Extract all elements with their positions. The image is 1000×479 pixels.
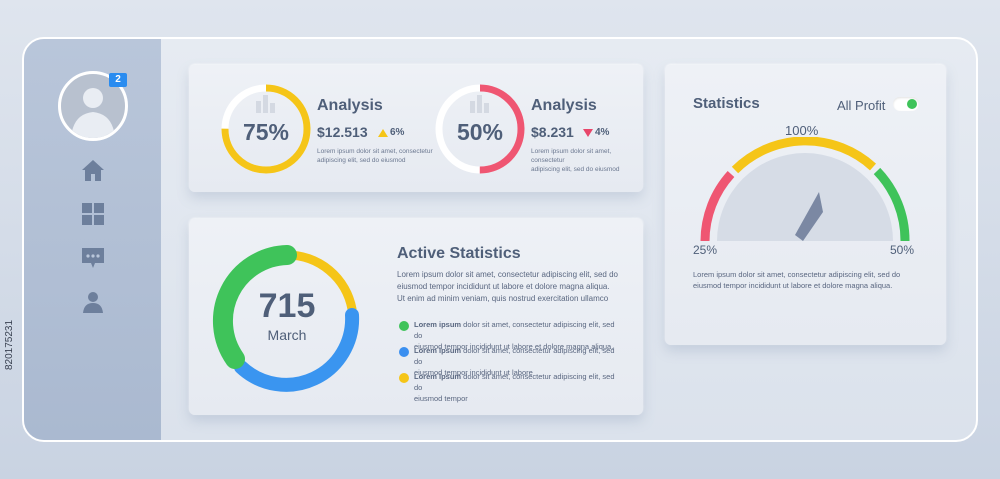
trend-up-icon bbox=[378, 129, 388, 137]
active-statistics-label: March bbox=[267, 327, 307, 343]
trend-down-icon bbox=[583, 129, 593, 137]
active-statistics-value: 715 bbox=[258, 287, 316, 325]
all-profit-toggle[interactable] bbox=[893, 97, 919, 111]
analysis-amount-1: $12.513 bbox=[317, 124, 368, 140]
legend-dot-yellow bbox=[399, 373, 409, 383]
stock-id: 820175231 bbox=[4, 319, 15, 370]
legend-item-1: Lorem ipsum dolor sit amet, consectetur … bbox=[414, 320, 615, 351]
legend-item-3: Lorem ipsum dolor sit amet, consectetur … bbox=[414, 372, 615, 403]
profit-gauge bbox=[700, 137, 910, 242]
statistics-desc: Lorem ipsum dolor sit amet, consectetur … bbox=[693, 270, 901, 290]
active-statistics-card: 715 March Active Statistics Lorem ipsum … bbox=[189, 219, 643, 415]
analysis-card: 75% Analysis $12.513 6% Lorem ipsum dolo… bbox=[189, 65, 643, 192]
dashboard-window: 2 75% Analysi bbox=[22, 37, 978, 442]
analysis-title-2: Analysis bbox=[531, 97, 597, 114]
gauge-left-label: 25% bbox=[693, 243, 718, 257]
analysis-donut-1 bbox=[221, 84, 311, 174]
sidebar: 2 bbox=[24, 39, 161, 440]
user-icon[interactable] bbox=[80, 289, 106, 315]
analysis-percent-2: 50% bbox=[456, 119, 504, 145]
statistics-title: Statistics bbox=[693, 95, 760, 112]
analysis-amount-2: $8.231 bbox=[531, 124, 574, 140]
analysis-donut-2 bbox=[435, 84, 525, 174]
active-statistics-paragraph: Lorem ipsum dolor sit amet, consectetur … bbox=[397, 270, 618, 303]
analysis-desc-1: Lorem ipsum dolor sit amet, consectetur … bbox=[317, 148, 433, 164]
all-profit-label: All Profit bbox=[837, 98, 886, 113]
user-silhouette-icon bbox=[71, 88, 115, 138]
legend-dot-blue bbox=[399, 347, 409, 357]
active-statistics-donut bbox=[212, 245, 360, 392]
legend-item-2: Lorem ipsum dolor sit amet, consectetur … bbox=[414, 346, 615, 377]
chat-icon[interactable] bbox=[80, 245, 106, 271]
analysis-title-1: Analysis bbox=[317, 97, 383, 114]
grid-icon[interactable] bbox=[80, 201, 106, 227]
analysis-desc-2: Lorem ipsum dolor sit amet, consectetur … bbox=[531, 148, 620, 173]
notification-badge[interactable]: 2 bbox=[109, 73, 127, 87]
legend-dot-green bbox=[399, 321, 409, 331]
gauge-right-label: 50% bbox=[890, 243, 915, 257]
statistics-card: Statistics All Profit 100% 25% 50% Lorem… bbox=[665, 65, 946, 345]
active-statistics-title: Active Statistics bbox=[397, 245, 521, 262]
gauge-max-label: 100% bbox=[785, 123, 819, 138]
analysis-change-1: 6% bbox=[390, 127, 405, 138]
gauge-needle bbox=[795, 192, 823, 241]
analysis-change-2: 4% bbox=[595, 127, 610, 138]
home-icon[interactable] bbox=[80, 157, 106, 183]
analysis-percent-1: 75% bbox=[242, 119, 290, 145]
toggle-knob bbox=[907, 99, 917, 109]
